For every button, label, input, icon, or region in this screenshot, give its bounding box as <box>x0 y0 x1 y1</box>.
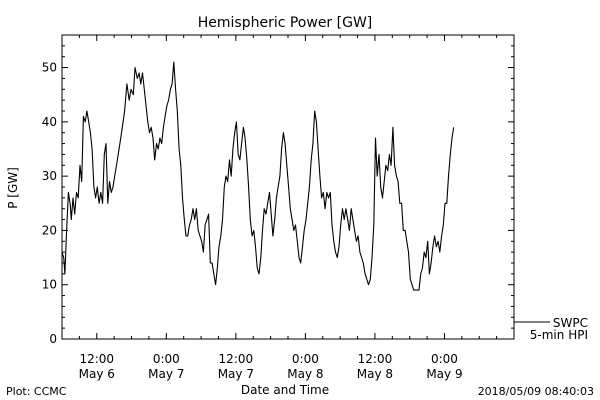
y-tick-label: 10 <box>42 278 57 292</box>
plot-frame <box>61 34 515 340</box>
legend-swpc-label: SWPC <box>553 316 588 330</box>
legend: SWPC 5-min HPI <box>513 316 588 342</box>
x-tick-date: May 7 <box>148 367 184 381</box>
x-tick-time: 0:00 <box>431 352 458 366</box>
x-tick-date: May 9 <box>426 367 462 381</box>
x-tick-time: 0:00 <box>153 352 180 366</box>
legend-hpi-label: 5-min HPI <box>530 328 588 342</box>
chart-title: Hemispheric Power [GW] <box>198 15 373 31</box>
series-layer <box>61 61 455 291</box>
footer-timestamp: 2018/05/09 08:40:03 <box>478 385 594 398</box>
y-tick-label: 40 <box>42 115 57 129</box>
x-tick-time: 12:00 <box>219 352 254 366</box>
series-line-hpi <box>61 61 455 291</box>
y-tick-label: 0 <box>49 332 57 346</box>
x-tick-time: 0:00 <box>292 352 319 366</box>
x-tick-date: May 7 <box>218 367 254 381</box>
y-axis-label: P [GW] <box>6 167 20 209</box>
x-axis-label: Date and Time <box>241 383 329 397</box>
x-tick-date: May 8 <box>287 367 323 381</box>
y-tick-label: 50 <box>42 61 57 75</box>
x-tick-date: May 8 <box>357 367 393 381</box>
x-tick-time: 12:00 <box>79 352 114 366</box>
y-tick-label: 30 <box>42 169 57 183</box>
x-tick-date: May 6 <box>79 367 115 381</box>
x-tick-time: 12:00 <box>358 352 393 366</box>
footer-plot-credit: Plot: CCMC <box>6 385 67 398</box>
y-tick-label: 20 <box>42 223 57 237</box>
y-axis: 0 10 20 30 40 50 <box>42 34 514 346</box>
